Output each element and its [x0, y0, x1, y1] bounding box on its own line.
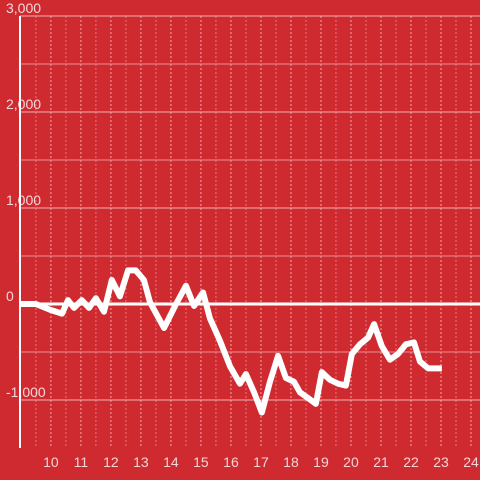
x-tick-label: 21 — [373, 454, 389, 470]
y-tick-label: 1,000 — [6, 192, 41, 208]
y-tick-label: 0 — [6, 288, 14, 304]
y-tick-label: -1,000 — [6, 384, 46, 400]
x-tick-label: 24 — [463, 454, 479, 470]
x-tick-label: 13 — [133, 454, 149, 470]
x-tick-label: 22 — [403, 454, 419, 470]
x-tick-label: 11 — [74, 454, 89, 470]
x-tick-label: 18 — [283, 454, 299, 470]
y-tick-label: 2,000 — [6, 96, 41, 112]
x-tick-label: 16 — [223, 454, 239, 470]
line — [20, 267, 442, 416]
x-tick-label: 10 — [43, 454, 59, 470]
x-tick-label: 17 — [253, 454, 269, 470]
x-tick-label: 12 — [103, 454, 119, 470]
y-tick-label: 3,000 — [6, 0, 41, 16]
x-tick-label: 23 — [433, 454, 449, 470]
x-tick-label: 20 — [343, 454, 359, 470]
x-tick-label: 19 — [313, 454, 329, 470]
x-tick-label: 14 — [163, 454, 179, 470]
x-tick-label: 15 — [193, 454, 209, 470]
